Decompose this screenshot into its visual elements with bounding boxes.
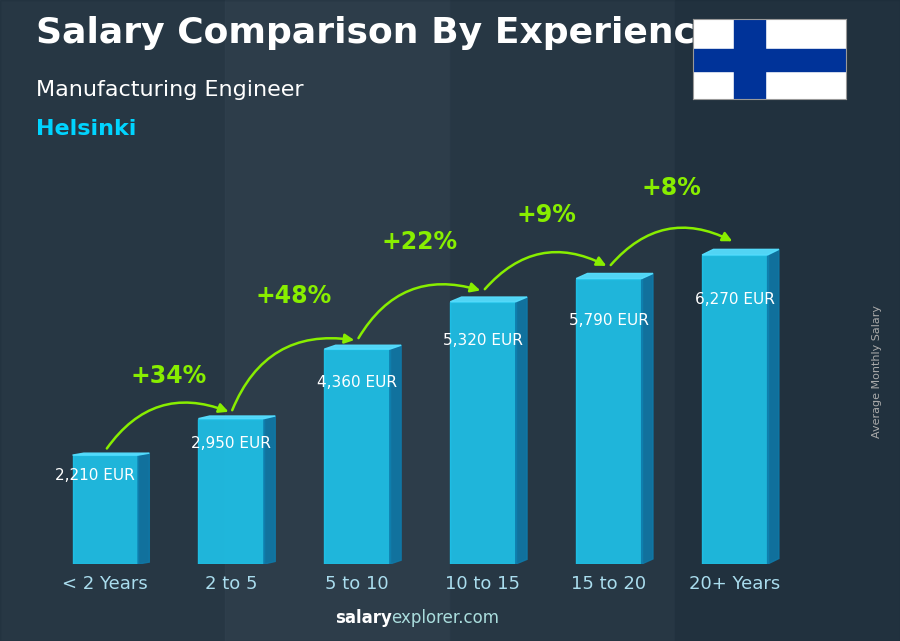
Text: salary: salary xyxy=(335,609,392,627)
Polygon shape xyxy=(576,274,653,279)
Text: 5,320 EUR: 5,320 EUR xyxy=(443,333,523,348)
Text: 6,270 EUR: 6,270 EUR xyxy=(695,292,775,307)
Bar xyxy=(576,279,642,564)
Polygon shape xyxy=(702,249,778,255)
Bar xyxy=(73,455,138,564)
Text: explorer.com: explorer.com xyxy=(392,609,500,627)
Polygon shape xyxy=(138,453,149,564)
Text: Average Monthly Salary: Average Monthly Salary xyxy=(872,305,883,438)
Text: Helsinki: Helsinki xyxy=(36,119,137,138)
Polygon shape xyxy=(73,453,149,455)
Polygon shape xyxy=(516,297,527,564)
Text: 4,360 EUR: 4,360 EUR xyxy=(317,375,397,390)
Bar xyxy=(324,349,390,564)
Text: +34%: +34% xyxy=(130,364,206,388)
Text: Salary Comparison By Experience: Salary Comparison By Experience xyxy=(36,16,719,50)
Polygon shape xyxy=(642,274,653,564)
Polygon shape xyxy=(198,416,275,419)
Polygon shape xyxy=(264,416,275,564)
Text: +22%: +22% xyxy=(382,229,458,254)
Polygon shape xyxy=(324,345,401,349)
Bar xyxy=(734,19,765,99)
Text: 2,210 EUR: 2,210 EUR xyxy=(55,468,135,483)
Polygon shape xyxy=(450,297,527,302)
Polygon shape xyxy=(390,345,401,564)
Text: Manufacturing Engineer: Manufacturing Engineer xyxy=(36,80,303,100)
Text: 2,950 EUR: 2,950 EUR xyxy=(191,436,271,451)
Bar xyxy=(693,49,846,71)
Bar xyxy=(450,302,516,564)
Bar xyxy=(702,255,768,564)
Text: +48%: +48% xyxy=(256,284,332,308)
Text: 5,790 EUR: 5,790 EUR xyxy=(569,313,649,328)
Polygon shape xyxy=(768,249,778,564)
Text: +8%: +8% xyxy=(642,176,702,200)
Bar xyxy=(198,419,264,564)
Text: +9%: +9% xyxy=(516,203,576,227)
